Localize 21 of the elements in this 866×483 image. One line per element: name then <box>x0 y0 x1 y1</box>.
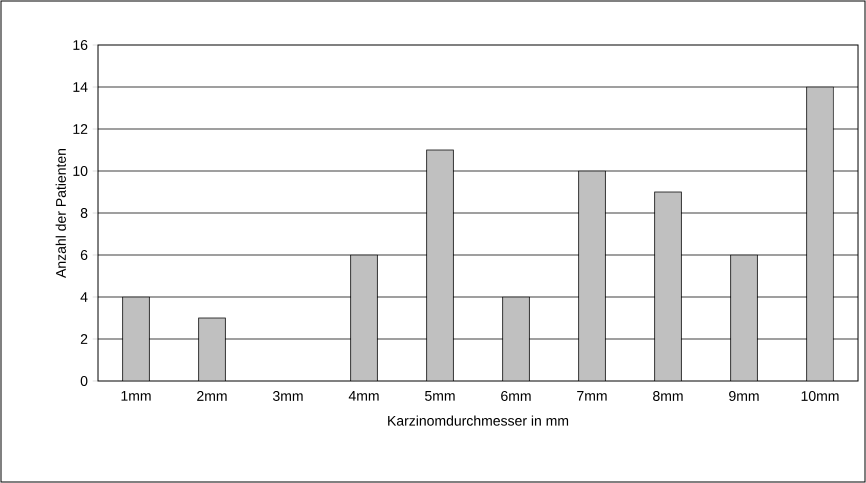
x-tick-label: 6mm <box>501 391 531 401</box>
y-tick-label: 2 <box>80 334 88 344</box>
x-tick-label: 9mm <box>729 391 759 401</box>
x-tick-label: 3mm <box>272 391 303 401</box>
x-tick-label: 4mm <box>348 391 379 401</box>
x-tick-label: 8mm <box>653 391 683 401</box>
x-tick-label: 2mm <box>197 391 227 401</box>
y-tick-label: 4 <box>80 292 88 302</box>
y-tick-label: 16 <box>73 40 88 50</box>
x-tick-label: 7mm <box>577 391 607 401</box>
x-tick-label: 10mm <box>802 391 839 401</box>
y-tick-label: 8 <box>80 208 88 218</box>
y-tick-label: 0 <box>80 376 88 386</box>
x-axis-title: Karzinomdurchmesser in mm <box>388 415 568 426</box>
y-axis-title: Anzahl der Patienten <box>56 148 66 278</box>
x-tick-label: 5mm <box>425 391 455 401</box>
x-tick-label: 1mm <box>122 391 151 401</box>
y-tick-label: 12 <box>73 124 88 134</box>
y-tick-label: 10 <box>73 166 88 176</box>
y-tick-label: 6 <box>80 250 88 260</box>
y-tick-label: 14 <box>73 82 88 92</box>
